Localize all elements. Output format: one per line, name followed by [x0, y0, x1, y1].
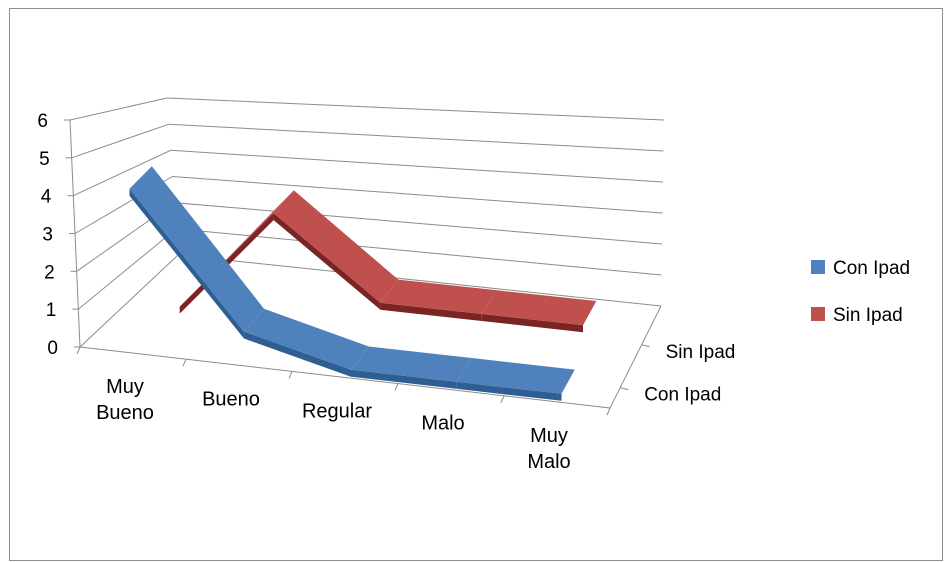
y-tick-label: 0 — [47, 338, 58, 359]
legend-label: Con Ipad — [833, 258, 910, 279]
series-ribbon — [129, 166, 575, 401]
legend: Con Ipad Sin Ipad — [811, 258, 910, 326]
ribbon-side — [273, 213, 381, 310]
ribbon-side — [456, 381, 562, 401]
y-tick-label: 6 — [37, 111, 48, 132]
legend-swatch — [811, 260, 825, 274]
ribbon-side — [380, 302, 482, 321]
ribbon-top — [129, 166, 264, 332]
y-tick-label: 4 — [41, 187, 52, 208]
x-axis-ticks: Muy Bueno Bueno Regular Malo Muy Malo — [76, 346, 611, 473]
x-tick-label: Muy Bueno — [96, 376, 154, 424]
x-tick-mark — [606, 407, 611, 416]
x-tick-mark — [288, 371, 293, 379]
legend-label: Sin Ipad — [833, 305, 903, 326]
depth-tick-mark — [641, 344, 650, 348]
gridline — [71, 123, 664, 159]
ribbon-side — [481, 314, 583, 333]
x-tick-label-line: Malo — [527, 451, 570, 473]
y-tick-label: 5 — [39, 149, 50, 170]
y-axis-ticks: 0 1 2 3 4 5 6 — [37, 111, 80, 359]
gridline — [73, 149, 664, 197]
depth-tick-label: Con Ipad — [644, 385, 721, 406]
x-axis-line — [79, 346, 611, 409]
gridline — [74, 175, 663, 234]
x-tick-label-line: Bueno — [96, 402, 154, 424]
ribbon-top — [456, 358, 575, 394]
ribbon-top — [273, 190, 399, 303]
depth-axis-line — [609, 305, 662, 409]
x-tick-label-line: Muy — [530, 425, 568, 447]
ribbon-top — [380, 279, 498, 314]
series-ribbon — [179, 190, 597, 333]
depth-tick-mark — [620, 387, 629, 391]
gridline — [69, 97, 665, 121]
ribbon-side — [243, 331, 351, 377]
x-tick-label-line: Bueno — [202, 388, 260, 410]
x-tick-label-line: Muy — [106, 376, 144, 398]
x-tick-label-line: Malo — [421, 413, 464, 435]
x-tick-mark — [500, 395, 505, 403]
x-tick-label: Regular — [302, 401, 372, 423]
ribbon-side — [351, 369, 457, 389]
y-tick-label: 3 — [42, 225, 53, 246]
x-tick-label-line: Regular — [302, 401, 372, 423]
x-tick-mark — [76, 346, 81, 355]
y-tick-label: 1 — [46, 300, 57, 321]
legend-swatch — [811, 307, 825, 321]
x-tick-label: Muy Malo — [527, 425, 570, 473]
depth-tick-label: Sin Ipad — [666, 342, 736, 363]
series-ribbons — [129, 166, 597, 401]
x-tick-label: Bueno — [202, 388, 260, 410]
x-tick-mark — [182, 359, 187, 367]
ribbon-top — [351, 346, 472, 382]
x-tick-mark — [394, 383, 399, 391]
depth-axis-ticks: Sin Ipad Con Ipad — [620, 342, 735, 406]
ribbon-top — [481, 290, 597, 326]
ribbon-top — [243, 308, 369, 370]
chart-frame — [9, 8, 943, 561]
x-tick-label: Malo — [421, 413, 464, 435]
y-tick-label: 2 — [44, 262, 55, 283]
ribbon-side — [129, 188, 244, 339]
